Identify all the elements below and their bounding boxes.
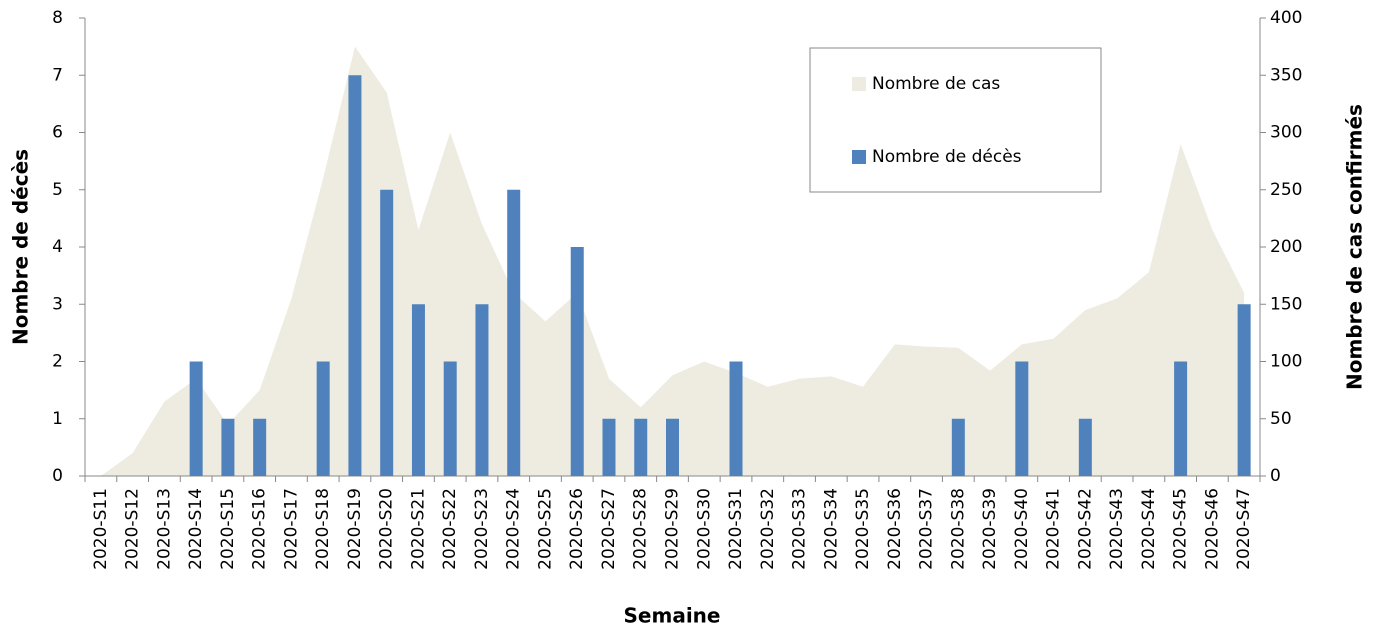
bar <box>348 75 362 476</box>
x-tick-label: 2020-S43 <box>1107 488 1127 570</box>
x-tick-label: 2020-S33 <box>790 488 810 570</box>
x-tick-label: 2020-S15 <box>218 488 238 570</box>
legend-box <box>809 47 1102 193</box>
x-tick-label: 2020-S37 <box>917 488 937 570</box>
legend-swatch <box>852 77 866 91</box>
x-tick-label: 2020-S11 <box>91 488 111 570</box>
y2-tick-label: 200 <box>1270 237 1302 257</box>
y2-tick-label: 250 <box>1270 180 1302 200</box>
x-tick-label: 2020-S20 <box>377 488 397 570</box>
x-tick-label: 2020-S24 <box>504 488 524 570</box>
bar <box>1015 361 1029 476</box>
x-tick-label: 2020-S29 <box>663 488 683 570</box>
y2-tick-label: 0 <box>1270 466 1281 486</box>
x-tick-label: 2020-S35 <box>853 488 873 570</box>
y-tick-label: 1 <box>52 409 63 429</box>
y2-tick-label: 100 <box>1270 352 1302 372</box>
y-tick-label: 7 <box>52 65 63 85</box>
bar <box>253 418 267 476</box>
y-tick-label: 3 <box>52 294 63 314</box>
y-tick-label: 4 <box>52 237 63 257</box>
x-tick-label: 2020-S27 <box>599 488 619 570</box>
x-tick-label: 2020-S19 <box>345 488 365 570</box>
x-tick-label: 2020-S36 <box>885 488 905 570</box>
x-tick-label: 2020-S14 <box>186 488 206 570</box>
x-tick-label: 2020-S38 <box>948 488 968 570</box>
bar <box>380 189 394 476</box>
x-tick-label: 2020-S13 <box>154 488 174 570</box>
x-tick-label: 2020-S46 <box>1202 488 1222 570</box>
y2-axis-title: Nombre de cas confirmés <box>1343 104 1367 390</box>
bar <box>221 418 235 476</box>
x-tick-label: 2020-S21 <box>408 488 428 570</box>
bar <box>507 189 521 476</box>
bar <box>570 247 584 476</box>
bar <box>316 361 330 476</box>
bar <box>411 304 425 476</box>
x-tick-label: 2020-S34 <box>821 488 841 570</box>
y-tick-label: 5 <box>52 180 63 200</box>
x-tick-label: 2020-S16 <box>250 488 270 570</box>
x-tick-label: 2020-S17 <box>281 488 301 570</box>
bar <box>1078 418 1092 476</box>
y-tick-label: 2 <box>52 352 63 372</box>
y2-tick-label: 150 <box>1270 294 1302 314</box>
x-tick-label: 2020-S30 <box>694 488 714 570</box>
x-tick-label: 2020-S25 <box>535 488 555 570</box>
legend-label: Nombre de décès <box>872 147 1022 167</box>
y-tick-label: 6 <box>52 123 63 143</box>
x-tick-label: 2020-S39 <box>980 488 1000 570</box>
bar <box>443 361 457 476</box>
x-tick-label: 2020-S31 <box>726 488 746 570</box>
x-tick-label: 2020-S12 <box>123 488 143 570</box>
y2-tick-label: 300 <box>1270 123 1302 143</box>
x-tick-label: 2020-S32 <box>758 488 778 570</box>
x-tick-label: 2020-S28 <box>631 488 651 570</box>
x-tick-label: 2020-S42 <box>1075 488 1095 570</box>
bar <box>1174 361 1188 476</box>
bar <box>729 361 743 476</box>
x-tick-label: 2020-S23 <box>472 488 492 570</box>
x-tick-label: 2020-S22 <box>440 488 460 570</box>
legend-label: Nombre de cas <box>872 74 1000 94</box>
x-tick-label: 2020-S26 <box>567 488 587 570</box>
bar <box>634 418 648 476</box>
bar <box>189 361 203 476</box>
x-tick-label: 2020-S47 <box>1234 488 1254 570</box>
legend-swatch <box>852 150 866 164</box>
x-axis-title: Semaine <box>624 604 721 628</box>
bar <box>1237 304 1251 476</box>
x-tick-label: 2020-S45 <box>1171 488 1191 570</box>
x-tick-label: 2020-S41 <box>1044 488 1064 570</box>
bar <box>951 418 965 476</box>
y-axis-title: Nombre de décès <box>9 149 33 345</box>
x-tick-label: 2020-S44 <box>1139 488 1159 570</box>
bar <box>475 304 489 476</box>
bar <box>602 418 616 476</box>
y2-tick-label: 350 <box>1270 65 1302 85</box>
y-tick-label: 0 <box>52 466 63 486</box>
x-tick-label: 2020-S40 <box>1012 488 1032 570</box>
y2-tick-label: 50 <box>1270 409 1292 429</box>
bar <box>666 418 679 476</box>
y-tick-label: 8 <box>52 8 63 28</box>
x-tick-label: 2020-S18 <box>313 488 333 570</box>
y2-tick-label: 400 <box>1270 8 1302 28</box>
